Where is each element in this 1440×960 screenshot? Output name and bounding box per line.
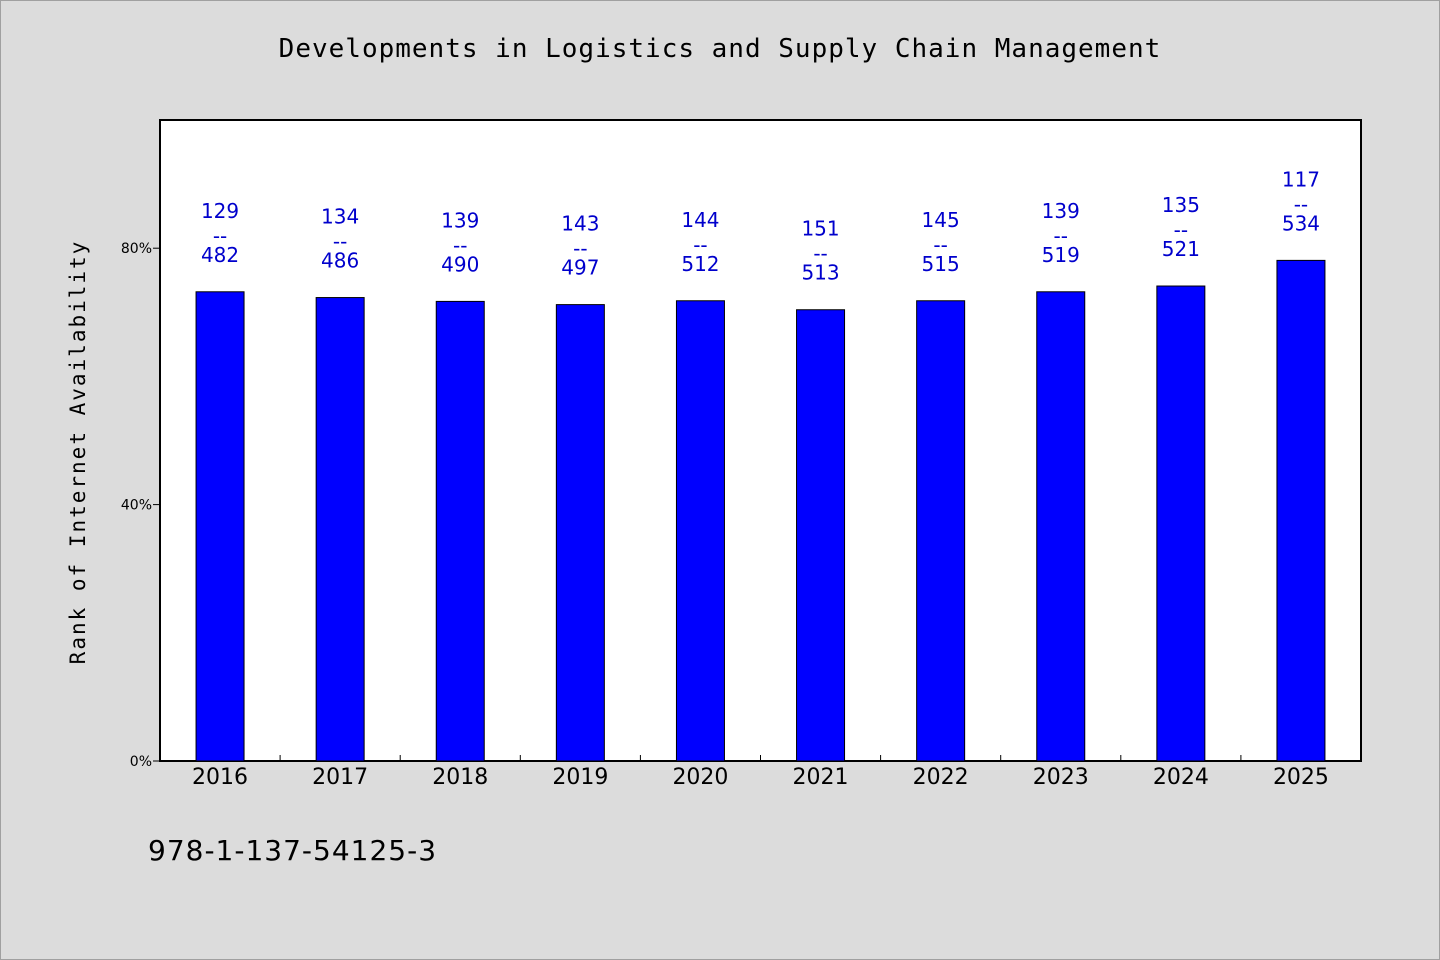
bar-label-top-2019: 143 xyxy=(561,212,599,236)
bar-label-separator-2021: -- xyxy=(813,242,827,266)
bar-2019 xyxy=(555,304,605,762)
bar-2017 xyxy=(315,297,365,762)
bar-2021 xyxy=(796,309,846,762)
x-tick-label-2017: 2017 xyxy=(312,765,368,790)
bar-label-separator-2023: -- xyxy=(1054,224,1068,248)
bar-label-bottom-2018: 490 xyxy=(441,252,479,276)
bar-label-bottom-2020: 512 xyxy=(681,252,719,276)
bar-label-separator-2020: -- xyxy=(693,233,707,257)
x-tick-label-2023: 2023 xyxy=(1033,765,1089,790)
bar-label-bottom-2025: 534 xyxy=(1282,211,1320,235)
x-tick-label-2022: 2022 xyxy=(913,765,969,790)
bar-2020 xyxy=(675,300,725,762)
bar-2018 xyxy=(435,300,485,762)
bar-label-bottom-2024: 521 xyxy=(1162,237,1200,261)
bar-label-top-2017: 134 xyxy=(321,205,359,229)
bar-label-bottom-2019: 497 xyxy=(561,256,599,280)
bar-label-bottom-2017: 486 xyxy=(321,249,359,273)
bar-label-bottom-2023: 519 xyxy=(1042,243,1080,267)
bar-label-bottom-2022: 515 xyxy=(922,252,960,276)
bar-label-top-2023: 139 xyxy=(1042,199,1080,223)
bar-2024 xyxy=(1156,285,1206,762)
bar-label-separator-2025: -- xyxy=(1294,192,1308,216)
x-tick-label-2019: 2019 xyxy=(552,765,608,790)
x-tick-label-2024: 2024 xyxy=(1153,765,1209,790)
x-tick-label-2021: 2021 xyxy=(793,765,849,790)
bar-label-separator-2018: -- xyxy=(453,233,467,257)
bar-label-top-2018: 139 xyxy=(441,208,479,232)
bar-label-top-2025: 117 xyxy=(1282,167,1320,191)
bar-label-bottom-2021: 513 xyxy=(801,261,839,285)
bar-label-separator-2024: -- xyxy=(1174,218,1188,242)
x-tick-label-2020: 2020 xyxy=(672,765,728,790)
bar-label-separator-2017: -- xyxy=(333,230,347,254)
bar-label-top-2022: 145 xyxy=(922,208,960,232)
y-tick-label: 0% xyxy=(130,754,152,770)
isbn-code: 978-1-137-54125-3 xyxy=(148,834,438,867)
chart-title: Developments in Logistics and Supply Cha… xyxy=(278,34,1162,64)
bar-label-top-2020: 144 xyxy=(681,208,719,232)
x-tick-label-2018: 2018 xyxy=(432,765,488,790)
bar-label-bottom-2016: 482 xyxy=(201,243,239,267)
x-tick-label-2016: 2016 xyxy=(192,765,248,790)
bar-label-separator-2016: -- xyxy=(213,224,227,248)
bar-2016 xyxy=(195,291,245,762)
bar-2022 xyxy=(916,300,966,762)
bar-2023 xyxy=(1036,291,1086,762)
bar-label-separator-2022: -- xyxy=(933,233,947,257)
bar-label-top-2024: 135 xyxy=(1162,193,1200,217)
y-tick-label: 40% xyxy=(121,498,152,514)
bar-label-separator-2019: -- xyxy=(573,237,587,261)
bar-2025 xyxy=(1276,259,1326,762)
bar-label-top-2021: 151 xyxy=(801,217,839,241)
bar-label-top-2016: 129 xyxy=(201,199,239,223)
y-tick-label: 80% xyxy=(121,241,152,257)
x-tick-label-2025: 2025 xyxy=(1273,765,1329,790)
